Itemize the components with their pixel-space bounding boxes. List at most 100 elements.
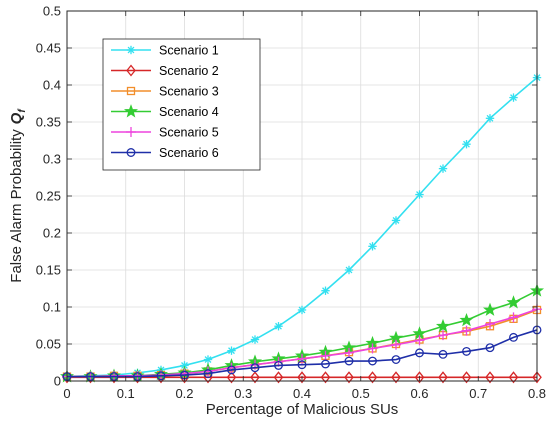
series-scenario-6-point: [203, 369, 213, 379]
series-scenario-6-point-shape: [109, 372, 119, 382]
x-tick-label: 0.6: [410, 386, 428, 401]
y-axis-label-text: False Alarm Probability: [8, 129, 25, 283]
x-tick-label: 0.4: [293, 386, 311, 401]
series-scenario-1-point-stroke: [204, 356, 212, 363]
series-scenario-6-point: [227, 365, 236, 375]
series-scenario-5-point: [485, 319, 495, 330]
legend-item-scenario-6-marker: [126, 148, 136, 157]
legend-item-scenario-6-marker-shape: [126, 148, 136, 157]
series-scenario-6-point-shape: [133, 372, 142, 382]
series-scenario-6-point: [415, 348, 424, 358]
series-scenario-1-point-stroke: [181, 362, 188, 369]
legend-item-scenario-2-marker-shape: [126, 64, 136, 77]
series-scenario-1-point-stroke: [486, 114, 494, 122]
series-scenario-2-point: [391, 371, 401, 384]
y-tick-label: 0.35: [36, 115, 61, 130]
series-scenario-1-point-stroke: [345, 266, 353, 274]
x-tick-label: 0: [63, 386, 70, 401]
series-scenario-2-point: [250, 371, 260, 384]
series-scenario-6-line: [67, 329, 538, 378]
y-tick-label: 0.05: [36, 337, 61, 352]
series-scenario-1-point: [462, 140, 471, 149]
series-scenario-6-point: [391, 355, 401, 364]
y-tick-label: 0: [54, 374, 61, 389]
series-scenario-2-point: [273, 371, 284, 384]
series-scenario-2-point-shape: [297, 371, 307, 384]
series-scenario-6-point-shape: [297, 360, 307, 370]
series-scenario-6-point: [250, 363, 260, 373]
series-scenario-2-point: [297, 371, 307, 384]
legend-item-scenario-1-marker: [126, 45, 136, 55]
series-scenario-2-point: [367, 371, 378, 384]
series-scenario-6-point-shape: [86, 372, 95, 382]
series-scenario-1-point-stroke: [251, 336, 259, 343]
series-scenario-5-point: [508, 312, 519, 323]
legend-item-scenario-1-label: Scenario 1: [159, 44, 219, 58]
series-scenario-6-point: [156, 371, 166, 381]
series-scenario-1-point-stroke: [463, 140, 470, 148]
legend-item-scenario-6: Scenario 6: [111, 146, 219, 160]
y-axis-label-symbol: Q: [8, 112, 25, 124]
series-scenario-4-point-shape: [459, 312, 474, 327]
series-scenario-6-point: [368, 356, 377, 366]
series-scenario-1-point: [438, 164, 448, 173]
series-scenario-1-point: [203, 355, 213, 364]
legend-item-scenario-6-label: Scenario 6: [159, 146, 219, 160]
series-scenario-6-point: [485, 343, 495, 353]
series-scenario-2-point: [532, 371, 542, 384]
legend-item-scenario-5-marker: [126, 127, 136, 137]
series-scenario-2-point-shape: [508, 371, 519, 384]
series-scenario-2-point: [414, 371, 425, 384]
legend-item-scenario-5: Scenario 5: [111, 126, 219, 140]
series-scenario-6-point: [274, 361, 283, 370]
series-scenario-2-point-shape: [320, 371, 331, 384]
series-scenario-6-point-shape: [509, 332, 518, 342]
series-scenario-2-point-shape: [226, 371, 237, 384]
series-scenario-6-point: [133, 372, 142, 382]
y-tick-label: 0.25: [36, 189, 61, 204]
series-scenario-4-point: [482, 302, 498, 316]
x-tick-label: 0.1: [117, 386, 135, 401]
legend-item-scenario-4: Scenario 4: [111, 104, 219, 119]
series-scenario-1-point: [250, 335, 260, 344]
series-scenario-2-point: [461, 371, 472, 384]
series-scenario-6-point-shape: [415, 348, 424, 358]
series-scenario-1-point: [485, 114, 495, 123]
legend-item-scenario-2-marker: [126, 64, 136, 77]
series-scenario-2-point-shape: [461, 371, 472, 384]
series-scenario-5-point: [297, 353, 307, 364]
series-scenario-1-point-stroke: [228, 347, 235, 355]
series-scenario-6-point-shape: [485, 343, 495, 353]
series-scenario-1-point-stroke: [510, 94, 517, 102]
y-axis-label-subscript: f: [17, 108, 28, 113]
legend-item-scenario-1-marker-stroke: [127, 46, 135, 54]
series-scenario-4-point: [506, 295, 521, 309]
y-axis-label: False Alarm Probability Qf: [8, 108, 28, 283]
legend-item-scenario-4-label: Scenario 4: [159, 105, 219, 119]
series-scenario-6: [62, 325, 542, 382]
series-scenario-1-point-stroke: [322, 287, 329, 295]
series-scenario-6-point-shape: [203, 369, 213, 379]
x-tick-label: 0.5: [352, 386, 370, 401]
series-scenario-4-point-shape: [435, 318, 451, 333]
series-scenario-6-point: [438, 349, 448, 359]
x-axis-label: Percentage of Malicious SUs: [206, 401, 399, 418]
series-scenario-2-point-shape: [391, 371, 401, 384]
series-scenario-2-point: [508, 371, 519, 384]
series-scenario-6-point-shape: [368, 356, 377, 366]
series-scenario-6-point: [321, 359, 330, 369]
series-scenario-4-point: [435, 318, 451, 333]
legend-item-scenario-3-label: Scenario 3: [159, 85, 219, 99]
series-scenario-2-point-shape: [344, 371, 354, 384]
series-scenario-6-point-shape: [462, 346, 471, 356]
series-scenario-2-point: [344, 371, 354, 384]
series-scenario-4-point: [459, 312, 474, 327]
series-scenario-6-point-shape: [156, 371, 166, 381]
x-tick-label: 0.7: [469, 386, 487, 401]
series-scenario-2-point-shape: [485, 371, 495, 384]
series-scenario-6-point: [509, 332, 518, 342]
series-scenario-1-point-stroke: [392, 216, 400, 224]
legend-box: [102, 38, 261, 171]
y-tick-label: 0.2: [43, 226, 61, 241]
